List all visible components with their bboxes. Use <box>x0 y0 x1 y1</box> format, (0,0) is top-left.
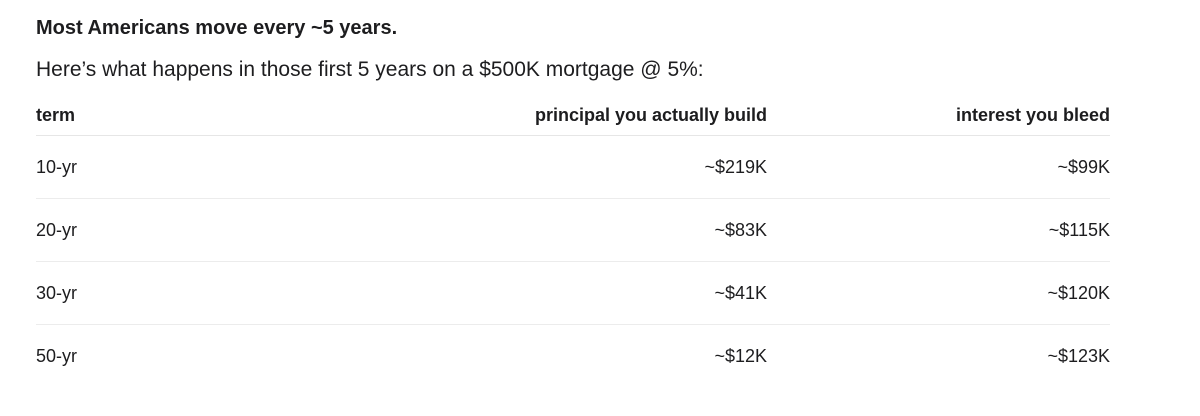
header-row: term principal you actually build intere… <box>36 96 1110 136</box>
principal-cell: ~$12K <box>714 345 767 366</box>
column-header-interest: interest you bleed <box>767 96 1110 136</box>
term-cell: 20-yr <box>36 198 366 262</box>
term-cell: 50-yr <box>36 345 78 366</box>
interest-cell: ~$115K <box>767 198 1110 262</box>
interest-cell: ~$99K <box>767 135 1110 199</box>
table-body: 10-yr ~$219K ~$99K 20-yr ~$83K ~$115K 30… <box>36 135 1110 388</box>
column-header-principal: principal you actually build <box>366 96 767 136</box>
principal-cell: ~$41K <box>366 261 767 325</box>
mortgage-table: term principal you actually build intere… <box>36 96 1110 387</box>
table-header: term principal you actually build intere… <box>36 96 1110 136</box>
term-cell: 30-yr <box>36 261 366 325</box>
subtitle: Here’s what happens in those first 5 yea… <box>36 58 704 81</box>
table-row: 10-yr ~$219K ~$99K <box>36 135 1110 199</box>
interest-cell: ~$120K <box>767 261 1110 325</box>
table-row: 20-yr ~$83K ~$115K <box>36 198 1110 262</box>
page-title: Most Americans move every ~5 years. <box>36 17 398 39</box>
principal-cell: ~$219K <box>366 135 767 199</box>
principal-cell: ~$83K <box>366 198 767 262</box>
term-cell: 10-yr <box>36 135 366 199</box>
table-row: 50-yr ~$12K ~$123K <box>36 325 1110 388</box>
table-row: 30-yr ~$41K ~$120K <box>36 261 1110 325</box>
column-header-term: term <box>36 96 366 136</box>
interest-cell: ~$123K <box>1047 345 1110 366</box>
